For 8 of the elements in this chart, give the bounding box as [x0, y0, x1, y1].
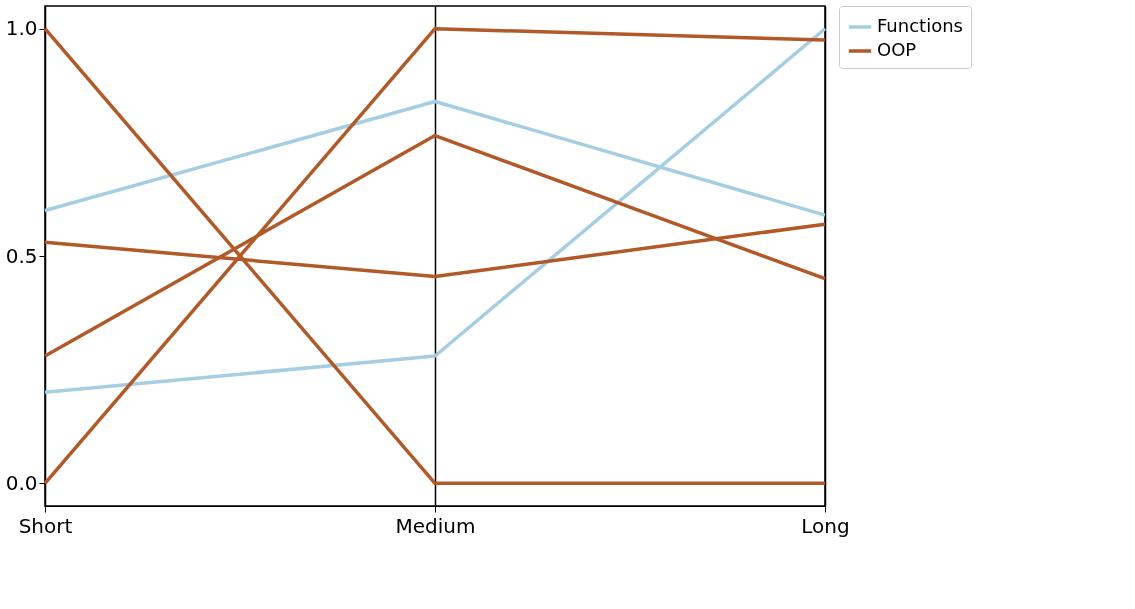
x-tick-label: Long: [801, 513, 850, 538]
legend-label: OOP: [877, 39, 917, 60]
legend-label: Functions: [877, 15, 963, 36]
y-tick-label: 0.0: [5, 470, 38, 495]
x-tick-label: Medium: [395, 513, 476, 538]
y-tick-label: 1.0: [5, 16, 38, 41]
y-tick-label: 0.5: [5, 243, 38, 268]
x-tick-label: Short: [18, 513, 73, 538]
